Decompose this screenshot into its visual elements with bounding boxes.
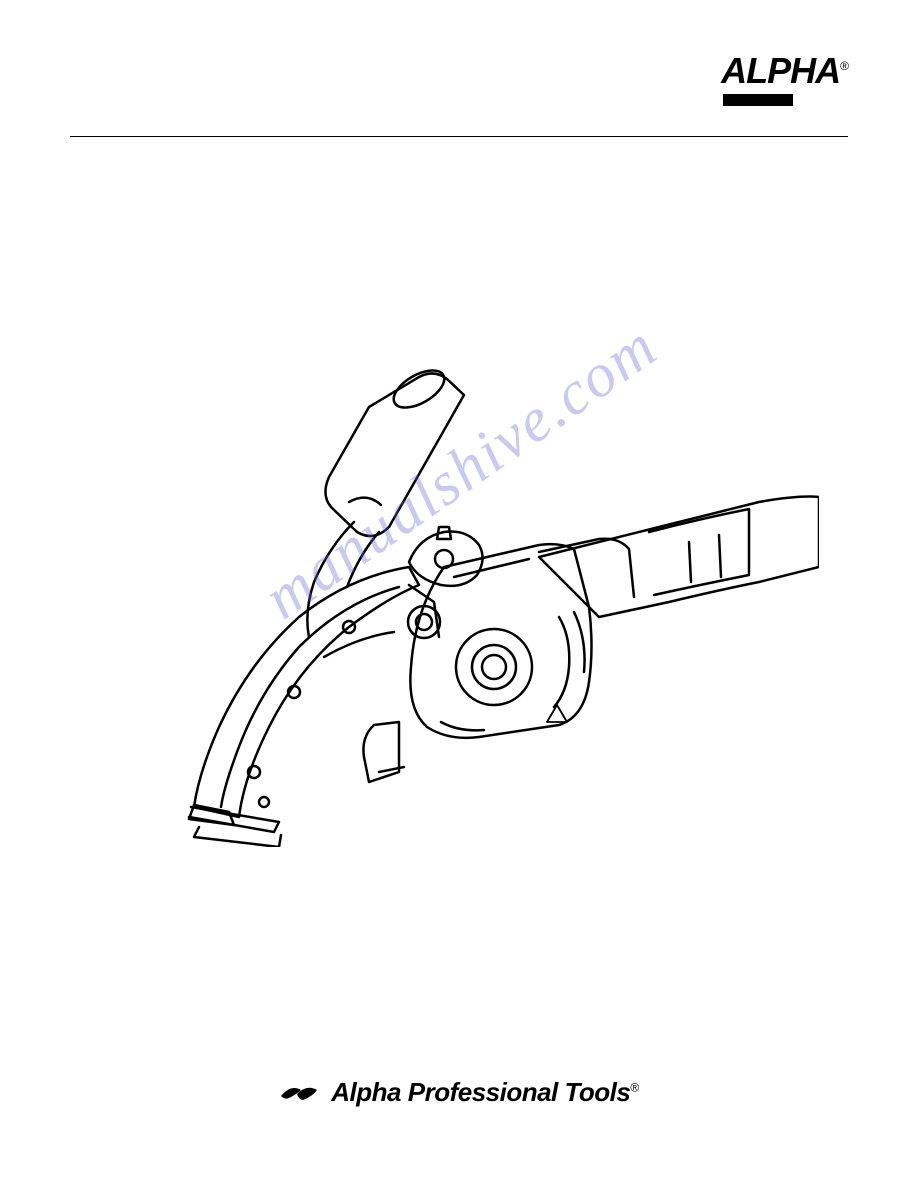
alpha-logo-bar bbox=[723, 94, 793, 106]
footer-text-label: Alpha Professional Tools bbox=[331, 1077, 630, 1107]
illustration-container: manualshive.com bbox=[70, 237, 848, 937]
alpha-logo: ALPHA® bbox=[721, 50, 848, 106]
header-divider bbox=[70, 136, 848, 137]
logo-reg-mark: ® bbox=[840, 59, 848, 73]
tool-line-drawing bbox=[99, 327, 819, 847]
footer: Alpha Professional Tools® bbox=[0, 1077, 918, 1108]
footer-swoosh-icon bbox=[279, 1078, 319, 1108]
footer-reg-mark: ® bbox=[630, 1080, 638, 1094]
alpha-logo-text: ALPHA® bbox=[721, 50, 848, 92]
logo-brand-text: ALPHA bbox=[721, 50, 840, 91]
header: ALPHA® bbox=[70, 50, 848, 106]
footer-brand-text: Alpha Professional Tools® bbox=[331, 1077, 638, 1108]
